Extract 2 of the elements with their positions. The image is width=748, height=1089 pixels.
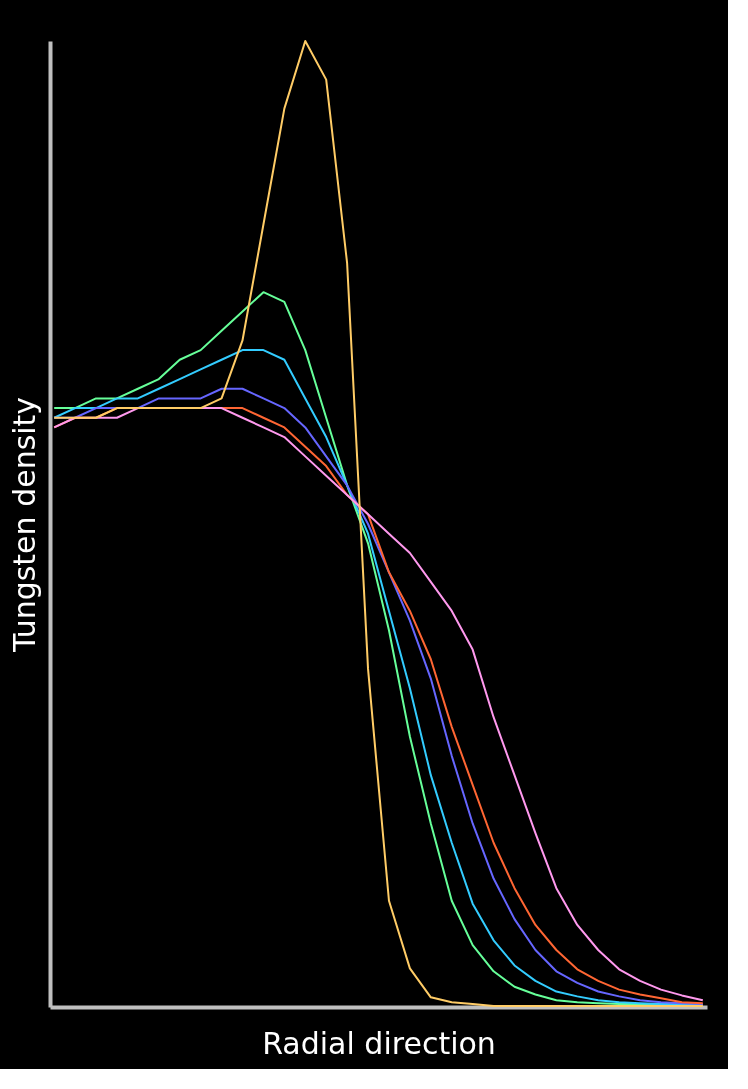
- y-axis-title: Tungsten density: [6, 396, 42, 654]
- x-axis-title: Radial direction: [262, 1025, 496, 1061]
